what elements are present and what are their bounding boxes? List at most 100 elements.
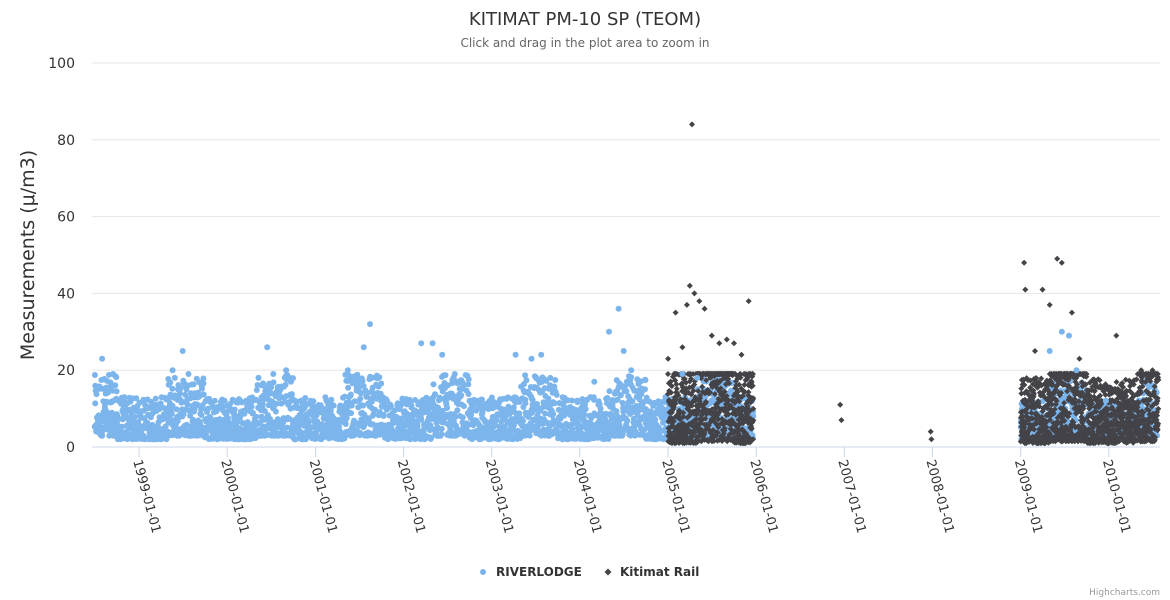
background-point [133, 395, 140, 402]
background-point [270, 379, 277, 386]
background-point [454, 407, 461, 414]
background-point [190, 381, 197, 388]
background-point [380, 411, 387, 418]
background-point [112, 382, 119, 389]
background-point [310, 398, 317, 405]
background-point [629, 398, 636, 405]
background-point [458, 392, 465, 399]
background-point [91, 372, 98, 378]
background-point [378, 380, 385, 387]
background-point [581, 411, 588, 418]
background-point [444, 405, 451, 411]
background-point [221, 397, 228, 404]
background-point [231, 406, 238, 413]
y-axis-label: Measurements (μ/m3) [17, 150, 39, 360]
background-point [430, 381, 437, 388]
background-point [253, 413, 260, 420]
background-point [545, 395, 552, 402]
background-point [182, 391, 189, 398]
background-point [468, 411, 475, 418]
background-point [184, 401, 191, 408]
background-point [520, 418, 527, 424]
background-point [152, 395, 159, 402]
background-point [98, 418, 105, 425]
grid-lines [92, 62, 1160, 448]
background-point [167, 379, 174, 386]
background-point [550, 411, 557, 417]
background-point [442, 372, 449, 379]
background-point [342, 421, 349, 427]
background-point [523, 377, 530, 384]
data-point-cloud [91, 371, 1162, 447]
background-point [460, 403, 467, 410]
background-point [652, 416, 659, 423]
background-point [259, 400, 266, 407]
background-point [177, 386, 183, 393]
y-tick-label: 60 [57, 210, 75, 226]
background-point [194, 401, 201, 408]
y-tick-label: 20 [57, 363, 75, 379]
background-point [302, 395, 309, 401]
background-point [582, 406, 589, 413]
background-point [248, 403, 255, 410]
background-point [357, 395, 364, 402]
background-point [113, 388, 120, 395]
background-point [99, 432, 106, 439]
y-tick-label: 0 [66, 440, 75, 456]
background-point [345, 384, 352, 391]
background-point [249, 409, 256, 416]
background-point [272, 408, 279, 415]
background-point [526, 432, 533, 439]
background-point [131, 414, 138, 420]
background-point [522, 372, 529, 379]
background-point [479, 396, 485, 403]
background-point [173, 406, 180, 413]
background-point [522, 400, 529, 407]
background-point [438, 431, 445, 438]
background-point [551, 383, 558, 390]
background-point [119, 423, 125, 430]
background-point [568, 397, 575, 404]
background-point [169, 402, 176, 409]
background-point [169, 385, 176, 392]
background-point [200, 391, 207, 398]
background-point [289, 391, 295, 398]
background-point [330, 402, 337, 409]
background-point [613, 408, 620, 415]
background-point [347, 391, 354, 398]
background-point [282, 381, 289, 388]
background-point [624, 417, 631, 424]
background-point [642, 377, 649, 384]
background-point [171, 374, 178, 381]
background-point [628, 374, 635, 381]
background-point [465, 391, 472, 397]
background-point [553, 391, 560, 398]
background-point [465, 376, 472, 383]
background-point [348, 410, 355, 417]
background-point [198, 412, 205, 418]
background-point [597, 405, 604, 412]
chart-subtitle: Click and drag in the plot area to zoom … [460, 36, 709, 50]
background-point [180, 411, 187, 418]
background-point [459, 414, 466, 421]
background-point [306, 418, 313, 425]
background-point [168, 410, 175, 417]
background-point [199, 385, 205, 392]
chart-title: KITIMAT PM-10 SP (TEOM) [469, 9, 701, 30]
background-point [200, 375, 207, 382]
background-point [642, 386, 648, 393]
background-point [242, 407, 249, 414]
y-tick-label: 100 [48, 56, 75, 72]
y-tick-label: 80 [57, 133, 75, 149]
background-point [606, 388, 613, 395]
background-point [92, 400, 99, 407]
y-tick-label: 40 [57, 286, 75, 302]
background-point [290, 375, 296, 382]
background-point [93, 391, 100, 398]
background-point [200, 380, 207, 387]
background-point [438, 425, 445, 432]
background-point [211, 397, 218, 404]
